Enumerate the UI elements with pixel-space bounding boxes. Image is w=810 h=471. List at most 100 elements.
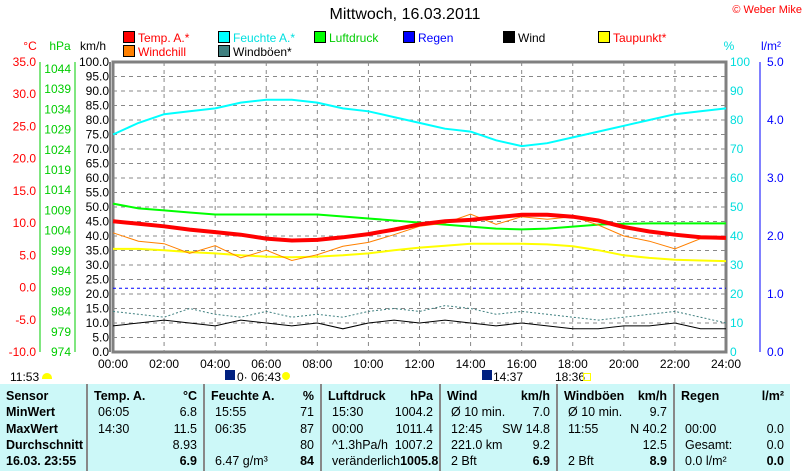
rain-axis-label: l/m² <box>761 39 781 53</box>
x-tick: 14:00 <box>456 357 486 371</box>
x-tick: 24:00 <box>711 357 741 371</box>
kmh-tick: 55.0 <box>86 186 110 200</box>
hpa-tick: 994 <box>51 264 71 278</box>
kmh-tick: 20.0 <box>86 287 110 301</box>
cell-label <box>564 437 568 453</box>
column-unit: % <box>302 389 314 403</box>
cell-label: Ø 10 min. <box>451 405 506 420</box>
series-taupunkt <box>113 242 727 263</box>
legend-label: Temp. A.* <box>138 31 190 45</box>
rain-tick: 4.0 <box>767 113 784 127</box>
hpa-tick: 1044 <box>44 62 71 76</box>
percent-tick: 80 <box>730 113 744 127</box>
hpa-tick: 1024 <box>44 143 71 157</box>
cell-label <box>211 437 215 453</box>
legend-item: Luftdruck <box>314 31 378 45</box>
cell-value: 80 <box>300 437 314 452</box>
cell-value: SW 14.8 <box>502 421 550 436</box>
kmh-tick: 60.0 <box>86 171 110 185</box>
legend-swatch <box>403 31 415 43</box>
legend-label: Feuchte A.* <box>233 31 296 45</box>
legend-swatch <box>218 45 230 57</box>
cell-value: N 40.2 <box>630 421 667 436</box>
rain-tick: 3.0 <box>767 171 784 185</box>
hpa-tick: 989 <box>51 284 71 298</box>
column-wind: Wind km/h Ø 10 min. 7.0 12:45 SW 14.8 221.0 km… <box>441 384 558 471</box>
cell-value: 84 <box>300 454 314 469</box>
celsius-tick: 20.0 <box>13 152 37 166</box>
celsius-tick: 30.0 <box>13 87 37 101</box>
sun-icon <box>282 372 290 380</box>
cell-label: 00:00 <box>332 421 364 436</box>
kmh-tick: 15.0 <box>86 302 110 316</box>
column-header: Wind <box>447 389 478 403</box>
kmh-axis-label: km/h <box>80 39 106 53</box>
legend-swatch <box>314 31 326 43</box>
legend-item: Wind <box>503 31 545 45</box>
kmh-tick: 100.0 <box>79 55 109 69</box>
hpa-tick: 974 <box>51 345 71 359</box>
celsius-tick: 35.0 <box>13 55 37 69</box>
x-tick: 16:00 <box>507 357 537 371</box>
cell-value: 1005.8 <box>400 454 439 469</box>
cell-value: 87 <box>300 421 314 436</box>
sensor-column: Sensor MinWert MaxWert Durchschnitt 16.0… <box>0 384 88 471</box>
legend-swatch <box>123 31 135 43</box>
legend-label: Luftdruck <box>329 31 379 45</box>
moon-icon <box>42 373 52 379</box>
column-luftdruck: Luftdruck hPa 15:30 1004.2 00:00 1011.4 ^1.3hP… <box>322 384 441 471</box>
x-tick: 12:00 <box>404 357 434 371</box>
series-feuchte-a <box>112 98 727 148</box>
kmh-tick: 0.0 <box>92 345 109 359</box>
column-header: Windböen <box>564 389 625 403</box>
x-tick: 08:00 <box>302 357 332 371</box>
cell-label <box>94 453 98 469</box>
cell-value: 7.0 <box>532 405 550 420</box>
kmh-tick: 85.0 <box>86 99 110 113</box>
hpa-tick: 1009 <box>44 203 71 217</box>
hpa-tick: 1029 <box>44 123 71 137</box>
column-header: Regen <box>681 389 720 403</box>
sunset-icon <box>583 373 591 381</box>
kmh-tick: 95.0 <box>86 70 110 84</box>
column-unit: hPa <box>410 389 433 403</box>
moon-phase-icon <box>225 370 235 380</box>
hpa-tick: 979 <box>51 325 71 339</box>
legend-item: Taupunkt* <box>598 31 666 45</box>
legend-swatch <box>598 31 610 43</box>
series-wind <box>112 319 726 330</box>
percent-axis-label: % <box>724 39 735 53</box>
cell-label: 2 Bft <box>568 454 594 469</box>
cell-value: 9.2 <box>532 437 550 452</box>
cell-value: 1007.2 <box>394 437 433 452</box>
kmh-tick: 70.0 <box>86 142 110 156</box>
celsius-tick: 15.0 <box>13 184 37 198</box>
row-label: 16.03. 23:55 <box>6 454 77 469</box>
celsius-tick: 25.0 <box>13 119 37 133</box>
cell-label: Gesamt: <box>685 437 733 452</box>
cell-label <box>681 404 685 420</box>
rain-tick: 1.0 <box>767 287 784 301</box>
kmh-tick: 65.0 <box>86 157 110 171</box>
hpa-tick: 1034 <box>44 102 71 116</box>
legend-swatch <box>503 31 515 43</box>
percent-tick: 0 <box>730 345 737 359</box>
cell-label: 14:30 <box>98 421 130 436</box>
celsius-tick: 5.0 <box>19 248 36 262</box>
kmh-tick: 75.0 <box>86 128 110 142</box>
moonset-time: 11:53 <box>10 370 40 384</box>
x-tick: 00:00 <box>98 357 128 371</box>
cell-value: 6.8 <box>179 405 197 420</box>
moon-phase-time: 14:37 <box>493 370 524 384</box>
chart: °C hPa km/h% l/m²35.030.025.020.015.010.05.… <box>9 39 784 371</box>
cell-label: 12:45 <box>451 421 483 436</box>
hpa-tick: 1039 <box>44 82 71 96</box>
legend-item: Windböen* <box>218 45 292 59</box>
cell-value: 71 <box>300 405 314 420</box>
kmh-tick: 5.0 <box>92 331 109 345</box>
x-tick: 22:00 <box>660 357 690 371</box>
right-margin <box>790 384 810 471</box>
cell-label: 6.47 g/m³ <box>215 454 268 469</box>
sunrise-time: 0· 06:43 <box>237 370 282 384</box>
x-tick: 20:00 <box>609 357 639 371</box>
